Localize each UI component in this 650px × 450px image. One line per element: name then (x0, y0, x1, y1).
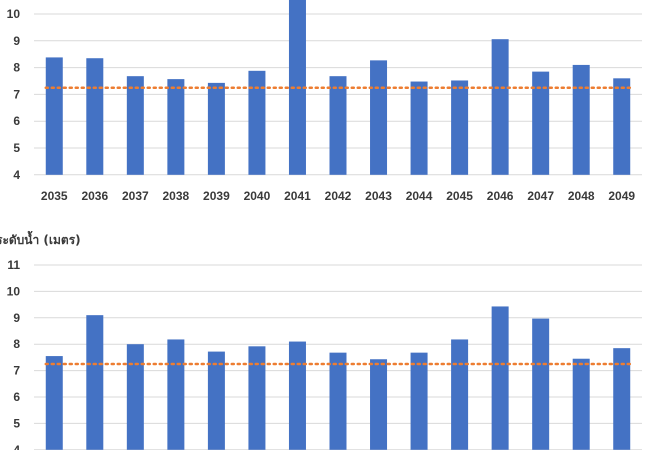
ytick-label-5: 5 (13, 141, 20, 155)
bar-2044 (410, 81, 428, 175)
bar-2043 (370, 60, 388, 175)
bar-2042 (329, 76, 347, 175)
xtick-label-2039: 2039 (203, 189, 230, 203)
bar-2040 (248, 346, 266, 450)
bar-2041 (288, 341, 306, 450)
y-axis-label: ระดับน้ำ (เมตร) (0, 230, 81, 247)
bar-2037 (126, 344, 144, 450)
bar-2047 (532, 318, 550, 450)
bar-2038 (167, 79, 185, 175)
bar-2049 (613, 78, 631, 175)
bar-2036 (86, 315, 104, 450)
xtick-label-2049: 2049 (608, 189, 635, 203)
bar-2046 (491, 306, 509, 450)
bar-2042 (329, 352, 347, 450)
xtick-label-2035: 2035 (41, 189, 68, 203)
chart-bottom: 4 5 6 7 8 9 10 11 ระดับน้ำ (เมตร) (0, 230, 642, 450)
xtick-label-2042: 2042 (325, 189, 352, 203)
bar-2037 (126, 76, 144, 175)
xtick-label-2046: 2046 (487, 189, 514, 203)
bar-2039 (207, 351, 225, 450)
xtick-label-2044: 2044 (406, 189, 433, 203)
bar-2049 (613, 348, 631, 450)
xtick-label-2045: 2045 (446, 189, 473, 203)
bar-2048 (572, 358, 590, 450)
ytick-label-9: 9 (13, 34, 20, 48)
xtick-label-2048: 2048 (568, 189, 595, 203)
xtick-label-2040: 2040 (244, 189, 271, 203)
ytick-label-10: 10 (7, 7, 21, 21)
bar-2047 (532, 71, 550, 175)
ytick-label-6: 6 (13, 114, 20, 128)
bar-2040 (248, 70, 266, 175)
bar-2039 (207, 82, 225, 175)
bar-2043 (370, 359, 388, 450)
bar-2036 (86, 58, 104, 175)
ytick-label-4: 4 (13, 168, 20, 182)
bar-2046 (491, 39, 509, 175)
ytick-label-7: 7 (13, 87, 20, 101)
ytick-label-9: 9 (13, 311, 20, 325)
xtick-label-2043: 2043 (365, 189, 392, 203)
ytick-label-8: 8 (13, 61, 20, 75)
ytick-label-7: 7 (13, 364, 20, 378)
bar-2045 (451, 80, 469, 175)
bar-2035 (45, 356, 63, 450)
ytick-label-5: 5 (13, 416, 20, 430)
ytick-label-6: 6 (13, 390, 20, 404)
xtick-label-2036: 2036 (81, 189, 108, 203)
ytick-label-4: 4 (13, 443, 20, 450)
bar-2035 (45, 57, 63, 175)
xtick-label-2037: 2037 (122, 189, 149, 203)
ytick-label-10: 10 (7, 284, 21, 298)
bar-2048 (572, 64, 590, 175)
bar-2044 (410, 352, 428, 450)
xtick-label-2047: 2047 (527, 189, 554, 203)
bar-2045 (451, 339, 469, 450)
bar-2038 (167, 339, 185, 450)
ytick-label-11: 11 (7, 258, 20, 272)
ytick-label-8: 8 (13, 337, 20, 351)
xtick-label-2038: 2038 (163, 189, 190, 203)
xtick-label-2041: 2041 (284, 189, 311, 203)
chart-top: 4 5 6 7 8 9 10 2035 2036 2037 2038 2039 2040 2041 2042… (7, 0, 642, 203)
